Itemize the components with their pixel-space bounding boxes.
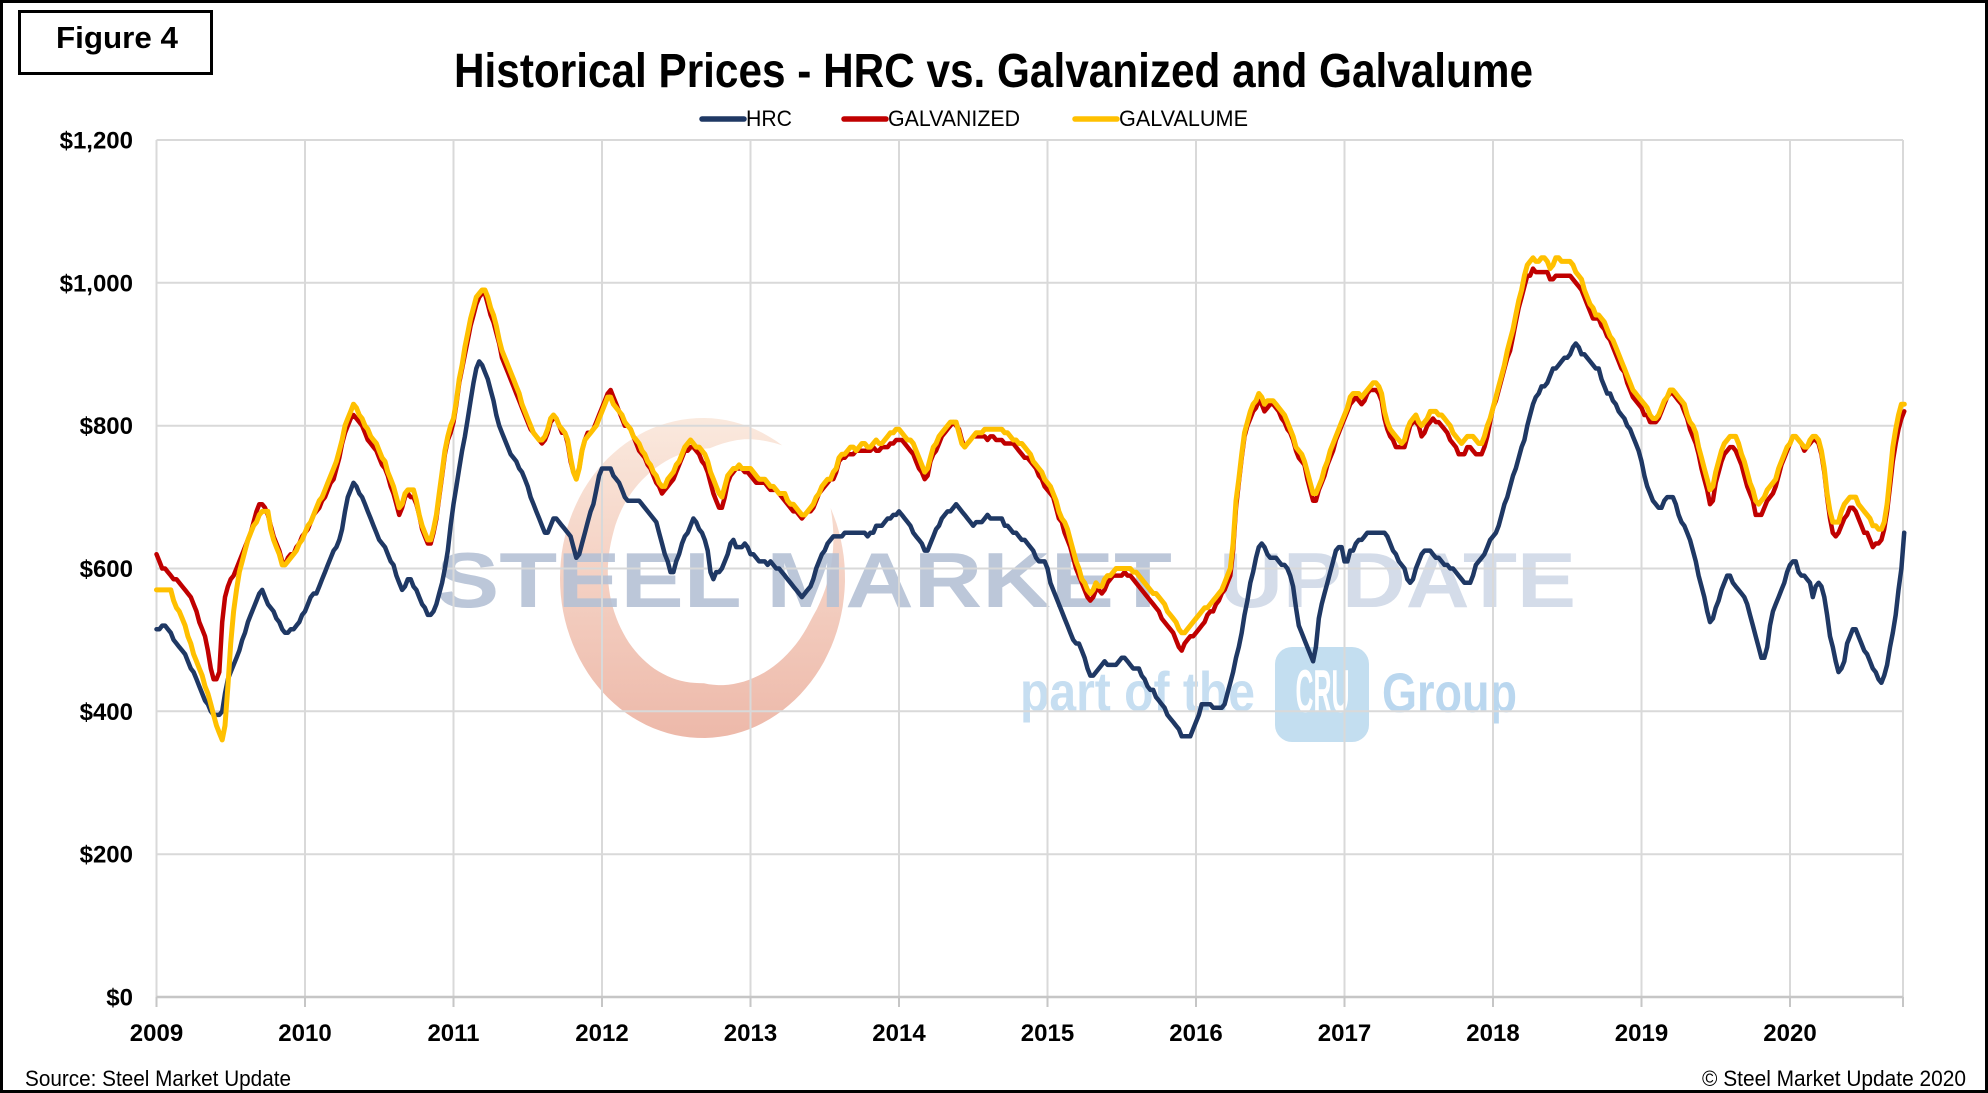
svg-text:$400: $400 [80, 699, 133, 726]
svg-text:2012: 2012 [575, 1020, 628, 1047]
svg-text:GALVALUME: GALVALUME [1119, 106, 1248, 131]
svg-text:Group: Group [1382, 661, 1517, 724]
svg-text:$200: $200 [80, 842, 133, 869]
svg-text:2010: 2010 [278, 1020, 331, 1047]
svg-text:2011: 2011 [427, 1020, 479, 1047]
svg-text:2009: 2009 [130, 1020, 183, 1047]
svg-text:CRU: CRU [1296, 658, 1350, 725]
svg-text:$800: $800 [80, 413, 133, 440]
svg-text:$1,000: $1,000 [60, 270, 133, 297]
svg-text:2017: 2017 [1318, 1020, 1371, 1047]
svg-text:2014: 2014 [872, 1020, 926, 1047]
svg-text:2013: 2013 [724, 1020, 777, 1047]
svg-text:Historical Prices - HRC vs. Ga: Historical Prices - HRC vs. Galvanized a… [454, 45, 1533, 98]
svg-text:UPDATE: UPDATE [1219, 536, 1576, 624]
svg-text:2020: 2020 [1763, 1020, 1816, 1047]
svg-text:$1,200: $1,200 [60, 128, 133, 155]
svg-text:$0: $0 [106, 985, 133, 1012]
svg-text:2016: 2016 [1169, 1020, 1222, 1047]
svg-text:Source: Steel Market Update: Source: Steel Market Update [25, 1066, 291, 1091]
svg-text:2015: 2015 [1021, 1020, 1074, 1047]
svg-text:2019: 2019 [1615, 1020, 1668, 1047]
svg-text:2018: 2018 [1466, 1020, 1519, 1047]
svg-text:HRC: HRC [746, 106, 792, 131]
svg-text:Figure 4: Figure 4 [56, 20, 179, 55]
svg-text:$600: $600 [80, 556, 133, 583]
svg-text:© Steel Market Update 2020: © Steel Market Update 2020 [1702, 1066, 1966, 1091]
svg-text:GALVANIZED: GALVANIZED [888, 106, 1020, 131]
